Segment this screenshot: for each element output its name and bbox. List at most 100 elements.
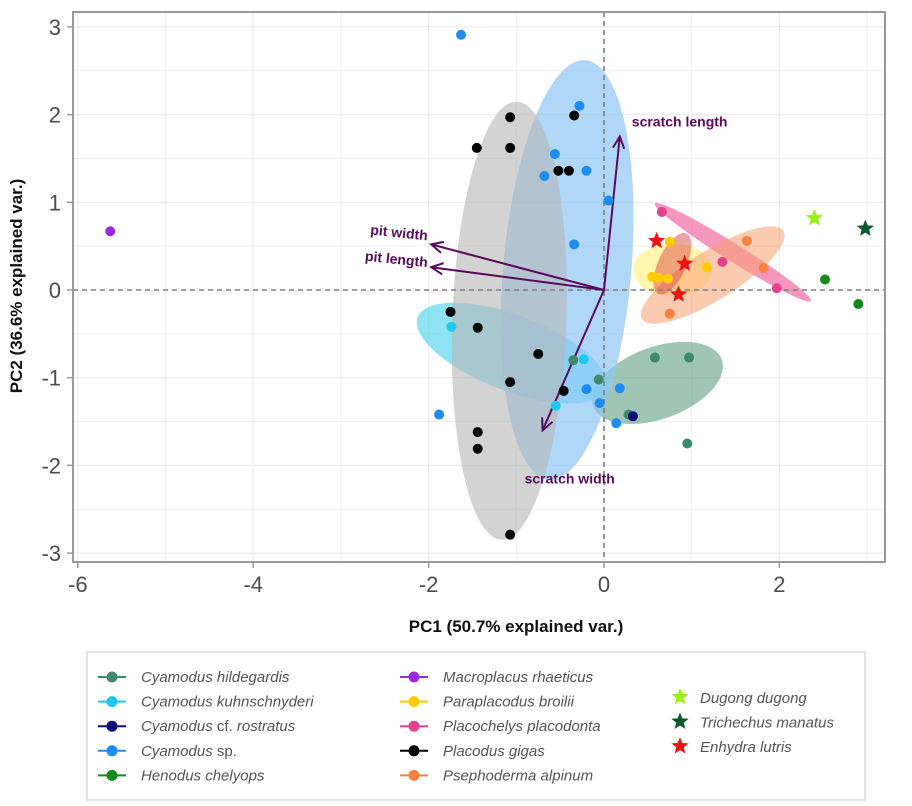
point-paraplacodus-broilii bbox=[664, 236, 675, 247]
x-axis-title: PC1 (50.7% explained var.) bbox=[409, 617, 624, 636]
data-points bbox=[105, 29, 874, 540]
point-psephoderma-alpinum bbox=[664, 308, 675, 319]
loading-label: scratch width bbox=[525, 470, 615, 486]
legend-label: Trichechus manatus bbox=[700, 715, 834, 732]
legend-point-icon bbox=[106, 720, 118, 732]
point-placodus-gigas bbox=[558, 385, 569, 396]
point-placodus-gigas bbox=[533, 349, 544, 360]
legend-label: Paraplacodus broilii bbox=[443, 694, 575, 711]
point-cyamodus-sp- bbox=[581, 384, 592, 395]
point-cyamodus-sp- bbox=[539, 170, 550, 181]
loading-arrowhead bbox=[428, 262, 444, 276]
point-cyamodus-kuhnschnyderi bbox=[446, 321, 457, 332]
legend-point-icon bbox=[408, 696, 420, 708]
legend-point-icon bbox=[106, 769, 118, 781]
point-placodus-gigas bbox=[505, 377, 516, 388]
point-star-enhydra-lutris bbox=[670, 285, 688, 302]
point-placodus-gigas bbox=[553, 165, 564, 176]
legend-point-icon bbox=[106, 696, 118, 708]
axis-ticks: -6 -4 -2 0 2 -3 -2 -1 0 1 2 3 bbox=[41, 15, 785, 597]
point-cyamodus-sp- bbox=[603, 195, 614, 206]
legend-label: Placodus gigas bbox=[443, 743, 545, 760]
point-paraplacodus-broilii bbox=[701, 262, 712, 273]
loading-arrowhead bbox=[429, 240, 445, 254]
point-placodus-gigas bbox=[563, 165, 574, 176]
point-placochelys-placodonta bbox=[656, 206, 667, 217]
point-placodus-gigas bbox=[505, 142, 516, 153]
point-psephoderma-alpinum bbox=[741, 235, 752, 246]
loading-label: pit width bbox=[370, 221, 429, 243]
x-tick-label: -4 bbox=[243, 572, 263, 597]
point-cyamodus-hildegardis bbox=[649, 352, 660, 363]
point-cyamodus-hildegardis bbox=[568, 355, 579, 366]
point-paraplacodus-broilii bbox=[663, 273, 674, 284]
legend-box bbox=[86, 651, 866, 801]
x-tick-label: 0 bbox=[598, 572, 610, 597]
point-cyamodus-kuhnschnyderi bbox=[550, 400, 561, 411]
point-placodus-gigas bbox=[505, 529, 516, 540]
y-tick-label: 1 bbox=[49, 190, 61, 215]
point-cyamodus-sp- bbox=[614, 383, 625, 394]
point-cyamodus-kuhnschnyderi bbox=[578, 354, 589, 365]
point-star-enhydra-lutris bbox=[676, 254, 694, 271]
loading-label: scratch length bbox=[632, 114, 728, 130]
point-macroplacus-rhaeticus bbox=[105, 226, 116, 237]
point-placodus-gigas bbox=[505, 112, 516, 123]
legend-label: Cyamodus hildegardis bbox=[141, 669, 290, 686]
y-tick-label: 0 bbox=[49, 278, 61, 303]
legend-label: Enhydra lutris bbox=[700, 739, 792, 756]
point-cyamodus-hildegardis bbox=[682, 438, 693, 449]
point-cyamodus-hildegardis bbox=[684, 352, 695, 363]
legend-label: Cyamodus cf. rostratus bbox=[141, 718, 296, 735]
legend-star-icon bbox=[671, 737, 689, 754]
point-cyamodus-sp- bbox=[581, 165, 592, 176]
point-paraplacodus-broilii bbox=[647, 271, 658, 282]
legend-star-icon bbox=[671, 712, 689, 729]
point-henodus-chelyops bbox=[820, 274, 831, 285]
point-star-enhydra-lutris bbox=[648, 231, 666, 249]
point-placodus-gigas bbox=[472, 322, 483, 333]
legend-label: Placochelys placodonta bbox=[443, 718, 601, 735]
legend-label: Macroplacus rhaeticus bbox=[443, 669, 594, 686]
point-placodus-gigas bbox=[569, 110, 580, 121]
legend-label: Cyamodus sp. bbox=[141, 743, 237, 760]
y-tick-label: -2 bbox=[41, 453, 61, 478]
ellipse-psephoderma-alpinum bbox=[640, 226, 785, 324]
point-cyamodus-sp- bbox=[611, 418, 622, 429]
point-cyamodus-cf-rostratus bbox=[627, 411, 638, 422]
point-cyamodus-hildegardis bbox=[593, 374, 604, 385]
loading-label: pit length bbox=[364, 248, 428, 270]
legend-point-icon bbox=[106, 745, 118, 757]
y-tick-label: 2 bbox=[49, 103, 61, 128]
point-placodus-gigas bbox=[471, 142, 482, 153]
y-tick-label: -3 bbox=[41, 541, 61, 566]
loading-arrow bbox=[430, 243, 605, 291]
x-tick-label: -6 bbox=[68, 572, 88, 597]
legend-label: Henodus chelyops bbox=[141, 767, 265, 784]
point-placodus-gigas bbox=[445, 306, 456, 317]
legend-point-icon bbox=[408, 671, 420, 683]
loading-arrowhead bbox=[541, 417, 554, 433]
loading-arrow bbox=[431, 266, 605, 291]
legend-label: Cyamodus kuhnschnyderi bbox=[141, 694, 314, 711]
point-cyamodus-sp- bbox=[456, 29, 467, 40]
legend-point-icon bbox=[408, 720, 420, 732]
legend-label: Psephoderma alpinum bbox=[443, 767, 593, 784]
point-star-trichechus-manatus bbox=[856, 219, 874, 236]
legend-point-icon bbox=[106, 671, 118, 683]
loading-arrow bbox=[603, 136, 621, 291]
point-cyamodus-sp- bbox=[574, 100, 585, 111]
legend-label: Dugong dugong bbox=[700, 690, 807, 707]
point-cyamodus-sp- bbox=[594, 398, 605, 409]
legend: Cyamodus hildegardis Cyamodus kuhnschnyde… bbox=[86, 651, 866, 801]
point-henodus-chelyops bbox=[853, 299, 864, 310]
x-tick-label: -2 bbox=[419, 572, 439, 597]
y-tick-label: 3 bbox=[49, 15, 61, 40]
confidence-ellipses bbox=[416, 60, 812, 540]
panel-border bbox=[72, 11, 886, 563]
y-tick-label: -1 bbox=[41, 366, 61, 391]
loading-arrowhead bbox=[612, 134, 626, 150]
point-cyamodus-sp- bbox=[434, 409, 445, 420]
legend-point-icon bbox=[408, 769, 420, 781]
